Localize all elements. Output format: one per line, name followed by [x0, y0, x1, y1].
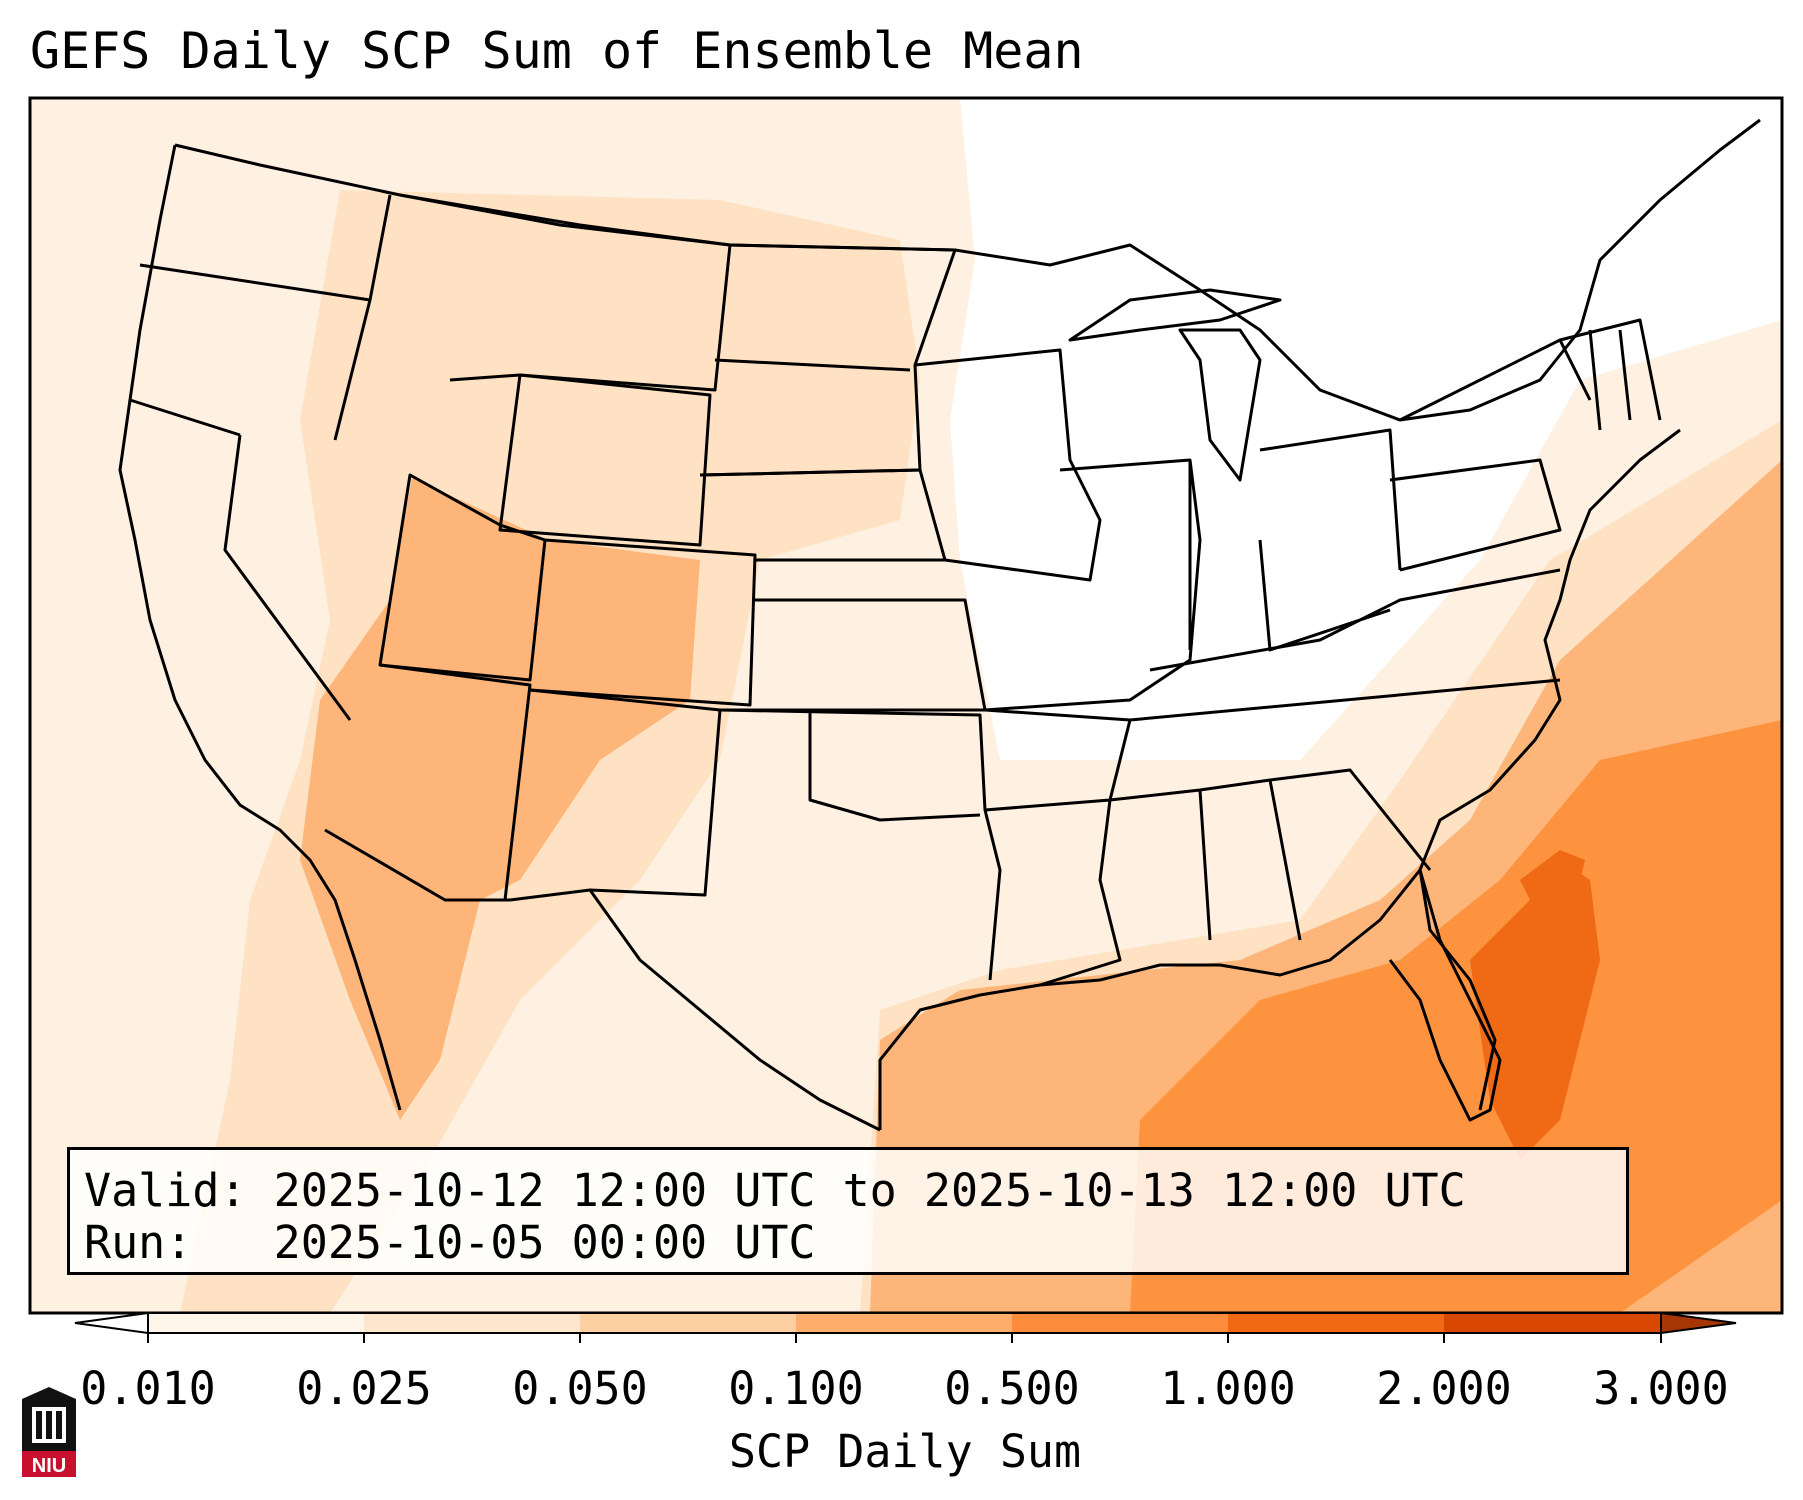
florida-coast	[1388, 869, 1502, 1122]
line-new-england	[1559, 318, 1662, 431]
valid-label: Valid:	[84, 1164, 247, 1217]
colorbar-tick-label-1: 0.010	[80, 1362, 216, 1415]
gulf-coast-line	[878, 869, 1422, 1130]
logo-text: NIU	[32, 1455, 66, 1477]
colorbar-tick-label-3: 0.050	[512, 1362, 648, 1415]
east-coast-line	[1418, 428, 1681, 1111]
colorbar-tick-label-8: 3.000	[1593, 1362, 1729, 1415]
scp-contour-max-2	[1520, 850, 1585, 920]
scp-contour-max	[1470, 860, 1600, 1160]
scp-contour-medium-west	[300, 478, 700, 1120]
run-line: Run: 2025-10-05 00:00 UTC	[84, 1216, 816, 1269]
niu-seal-icon: NIU	[22, 1387, 76, 1477]
line-co	[529, 538, 757, 707]
colorbar-tick-label-5: 0.500	[944, 1362, 1080, 1415]
colorbar-bin-7	[1444, 1313, 1661, 1333]
west-coast-line	[118, 144, 402, 1111]
colorbar-extend-high	[1660, 1311, 1737, 1335]
map-title: GEFS Daily SCP Sum of Ensemble Mean	[30, 22, 1084, 80]
colorbar-label: SCP Daily Sum	[728, 1425, 1082, 1478]
line-mt	[399, 193, 732, 392]
scp-field	[30, 98, 1782, 1313]
colorbar-bin-1	[148, 1313, 364, 1333]
line-az	[379, 663, 532, 901]
colorbar-bin-5	[1012, 1313, 1228, 1333]
state-boundaries	[118, 118, 1761, 1132]
line-or-ca	[129, 398, 241, 437]
line-midwest	[914, 348, 1202, 712]
valid-line: Valid: 2025-10-12 12:00 UTC to 2025-10-1…	[84, 1164, 1466, 1217]
colorbar-bin-6	[1228, 1313, 1444, 1333]
line-in-oh	[1188, 428, 1402, 652]
lake-superior	[1068, 288, 1282, 342]
valid-run-box: Valid: 2025-10-12 12:00 UTC to 2025-10-1…	[67, 1147, 1629, 1275]
great-lakes-border	[954, 118, 1761, 422]
line-wy	[498, 373, 712, 547]
colorbar-tick-label-2: 0.025	[296, 1362, 432, 1415]
mexico-border	[324, 828, 881, 1132]
colorbar-tick-label-6: 1.000	[1160, 1362, 1296, 1415]
line-nm	[529, 688, 722, 897]
line-wa-or	[139, 263, 371, 302]
run-label: Run:	[84, 1216, 193, 1269]
colorbar-outline	[147, 1312, 1662, 1334]
valid-value: 2025-10-12 12:00 UTC to 2025-10-13 12:00…	[273, 1164, 1466, 1217]
line-ms-al-ga	[1109, 768, 1432, 941]
colorbar-bin-3	[580, 1313, 796, 1333]
colorbar-bin-2	[364, 1313, 580, 1333]
lake-michigan	[1178, 328, 1262, 482]
colorbar-bin-4	[796, 1313, 1012, 1333]
line-ne-ks	[699, 468, 987, 712]
run-value: 2025-10-05 00:00 UTC	[273, 1216, 816, 1269]
line-id	[333, 194, 392, 441]
colorbar-tick-label-4: 0.100	[728, 1362, 864, 1415]
colorbar-tick-label-7: 2.000	[1376, 1362, 1512, 1415]
colorbar-extend-low	[74, 1311, 149, 1335]
colorbar	[74, 1311, 1737, 1343]
line-ut	[378, 473, 547, 682]
line-nv	[223, 434, 352, 721]
